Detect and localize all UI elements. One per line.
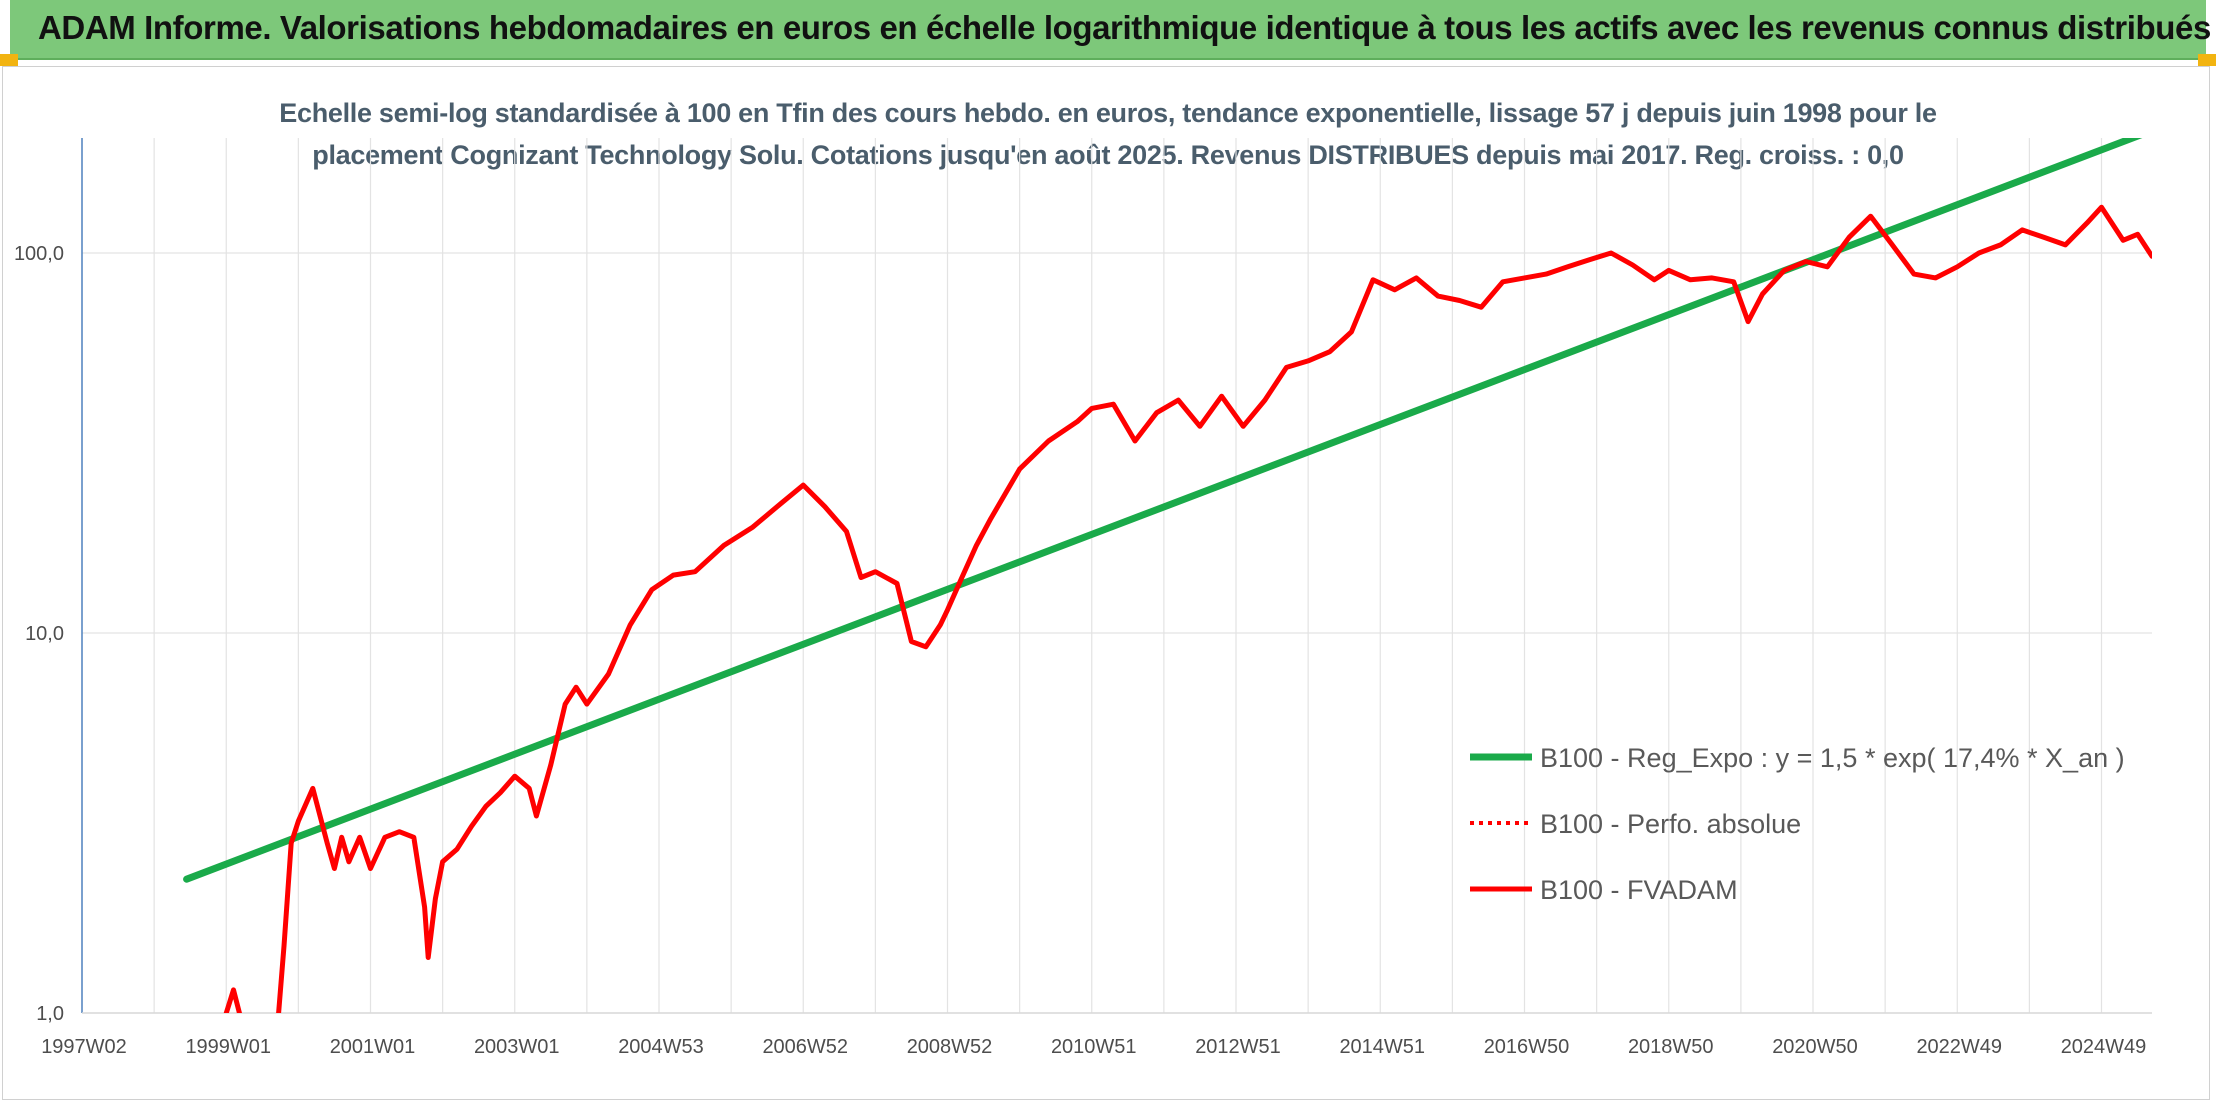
title-banner: ADAM Informe. Valorisations hebdomadaire… bbox=[10, 0, 2211, 60]
x-tick-label: 2012W51 bbox=[1195, 1036, 1281, 1058]
series-line-3 bbox=[223, 204, 2152, 1013]
chart-subtitle-line-2: placement Cognizant Technology Solu. Cot… bbox=[312, 140, 1904, 170]
corner-marker-right bbox=[2198, 54, 2216, 66]
series-layer bbox=[183, 138, 2152, 1013]
x-tick-label: 2003W01 bbox=[474, 1036, 560, 1058]
x-tick-label: 1999W01 bbox=[185, 1036, 271, 1058]
chart-subtitle-line-1: Echelle semi-log standardisée à 100 en T… bbox=[279, 98, 1937, 128]
x-tick-label: 2010W51 bbox=[1051, 1036, 1137, 1058]
series-line-1 bbox=[183, 138, 2143, 883]
chart-area-border bbox=[2, 66, 2210, 1100]
y-tick-label: 1,0 bbox=[36, 1003, 64, 1025]
x-tick-label: 2001W01 bbox=[330, 1036, 416, 1058]
x-tick-label: 2014W51 bbox=[1339, 1036, 1425, 1058]
x-tick-label: 2016W50 bbox=[1484, 1036, 1570, 1058]
y-tick-label: 10,0 bbox=[25, 623, 64, 645]
x-tick-label: 2018W50 bbox=[1628, 1036, 1714, 1058]
x-tick-label: 2008W52 bbox=[907, 1036, 993, 1058]
x-tick-label: 1997W02 bbox=[41, 1036, 127, 1058]
legend-label-3: B100 - FVADAM bbox=[1540, 875, 1738, 905]
corner-marker-left bbox=[0, 54, 18, 66]
x-tick-label: 2024W49 bbox=[2061, 1036, 2147, 1058]
legend: B100 - Reg_Expo : y = 1,5 * exp( 17,4% *… bbox=[1470, 743, 2125, 905]
chart-subtitle: Echelle semi-log standardisée à 100 en T… bbox=[0, 92, 2216, 176]
x-tick-label: 2022W49 bbox=[1916, 1036, 2002, 1058]
x-tick-label: 2020W50 bbox=[1772, 1036, 1858, 1058]
page-title: ADAM Informe. Valorisations hebdomadaire… bbox=[38, 9, 2211, 46]
x-tick-label: 2006W52 bbox=[762, 1036, 848, 1058]
y-tick-label: 100,0 bbox=[14, 243, 64, 265]
grid-layer bbox=[82, 138, 2152, 1014]
legend-label-2: B100 - Perfo. absolue bbox=[1540, 809, 1801, 839]
axis-layer: 1,0 10,0 100,0 1997W02 1999W01 2001W01 2003W01… bbox=[14, 138, 2152, 1058]
legend-label-1: B100 - Reg_Expo : y = 1,5 * exp( 17,4% *… bbox=[1540, 743, 2125, 773]
x-tick-label: 2004W53 bbox=[618, 1036, 704, 1058]
